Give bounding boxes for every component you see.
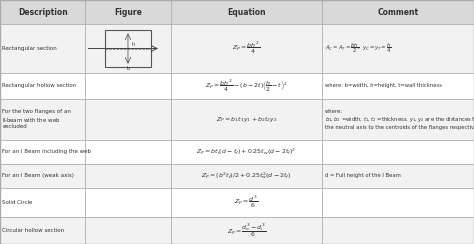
FancyBboxPatch shape bbox=[0, 24, 85, 73]
FancyBboxPatch shape bbox=[85, 140, 171, 164]
FancyBboxPatch shape bbox=[85, 217, 171, 244]
Text: Description: Description bbox=[18, 8, 67, 17]
Text: Equation: Equation bbox=[227, 8, 266, 17]
Text: For an I Beam (weak axis): For an I Beam (weak axis) bbox=[2, 173, 74, 178]
FancyBboxPatch shape bbox=[85, 0, 171, 24]
Text: Rectangular section: Rectangular section bbox=[2, 46, 57, 51]
Text: $Z_P = \dfrac{d^3}{6}$: $Z_P = \dfrac{d^3}{6}$ bbox=[235, 195, 258, 210]
FancyBboxPatch shape bbox=[322, 24, 474, 73]
FancyBboxPatch shape bbox=[171, 140, 322, 164]
FancyBboxPatch shape bbox=[0, 99, 85, 140]
Text: For an I Beam including the web: For an I Beam including the web bbox=[2, 149, 91, 154]
Text: For the two flanges of an
$\mathbf{I}$-beam with the web
excluded: For the two flanges of an $\mathbf{I}$-b… bbox=[2, 110, 71, 130]
FancyBboxPatch shape bbox=[0, 140, 85, 164]
FancyBboxPatch shape bbox=[322, 0, 474, 24]
Text: $Z_P = bt_f(d-t_f) + 0.25t_w(d-2t_f)^2$: $Z_P = bt_f(d-t_f) + 0.25t_w(d-2t_f)^2$ bbox=[196, 146, 297, 157]
FancyBboxPatch shape bbox=[322, 217, 474, 244]
Text: Comment: Comment bbox=[378, 8, 419, 17]
Text: h: h bbox=[132, 42, 135, 47]
FancyBboxPatch shape bbox=[322, 164, 474, 188]
FancyBboxPatch shape bbox=[85, 99, 171, 140]
Text: $Z_P = \dfrac{bh^2}{4}$: $Z_P = \dfrac{bh^2}{4}$ bbox=[232, 41, 261, 56]
Text: where:
$b_1, b_2$ =width, $t_1, t_2$ =thickness, $y_1, y_2$ are the distances fr: where: $b_1, b_2$ =width, $t_1, t_2$ =th… bbox=[325, 109, 474, 130]
FancyBboxPatch shape bbox=[171, 24, 322, 73]
Text: Circular hollow section: Circular hollow section bbox=[2, 228, 64, 233]
FancyBboxPatch shape bbox=[0, 188, 85, 217]
FancyBboxPatch shape bbox=[0, 73, 85, 99]
Text: Figure: Figure bbox=[114, 8, 142, 17]
FancyBboxPatch shape bbox=[0, 0, 85, 24]
Text: $Z_P = b_1 t_1 y_1 + b_2 t_2 y_2$: $Z_P = b_1 t_1 y_1 + b_2 t_2 y_2$ bbox=[216, 115, 277, 124]
FancyBboxPatch shape bbox=[171, 217, 322, 244]
FancyBboxPatch shape bbox=[0, 164, 85, 188]
FancyBboxPatch shape bbox=[171, 0, 322, 24]
FancyBboxPatch shape bbox=[85, 164, 171, 188]
Text: $Z_P = \dfrac{bh^2}{4} - (b-2t)\left(\dfrac{h}{2}-t\right)^2$: $Z_P = \dfrac{bh^2}{4} - (b-2t)\left(\df… bbox=[205, 78, 288, 94]
FancyBboxPatch shape bbox=[322, 73, 474, 99]
FancyBboxPatch shape bbox=[171, 164, 322, 188]
FancyBboxPatch shape bbox=[171, 73, 322, 99]
Text: Rectangular hollow section: Rectangular hollow section bbox=[2, 83, 77, 89]
FancyBboxPatch shape bbox=[322, 188, 474, 217]
FancyBboxPatch shape bbox=[85, 73, 171, 99]
Text: where: b=width, h=height, t=wall thickness: where: b=width, h=height, t=wall thickne… bbox=[325, 83, 442, 89]
FancyBboxPatch shape bbox=[171, 188, 322, 217]
FancyBboxPatch shape bbox=[171, 99, 322, 140]
Text: $A_C = A_T = \dfrac{bh}{2},\ y_C = y_T = \dfrac{h}{4}$: $A_C = A_T = \dfrac{bh}{2},\ y_C = y_T =… bbox=[325, 42, 392, 55]
FancyBboxPatch shape bbox=[85, 188, 171, 217]
Text: $Z_P = (b^2 t_f)/2 + 0.25t_w^2(d-2t_f)$: $Z_P = (b^2 t_f)/2 + 0.25t_w^2(d-2t_f)$ bbox=[201, 170, 292, 181]
FancyBboxPatch shape bbox=[322, 99, 474, 140]
FancyBboxPatch shape bbox=[85, 24, 171, 73]
Text: $Z_P = \dfrac{d_o^3 - d_i^3}{6}$: $Z_P = \dfrac{d_o^3 - d_i^3}{6}$ bbox=[227, 222, 266, 239]
Text: Solid Circle: Solid Circle bbox=[2, 200, 33, 205]
FancyBboxPatch shape bbox=[0, 217, 85, 244]
FancyBboxPatch shape bbox=[322, 140, 474, 164]
Text: b: b bbox=[127, 66, 129, 71]
Text: d = Full height of the I Beam: d = Full height of the I Beam bbox=[325, 173, 401, 178]
